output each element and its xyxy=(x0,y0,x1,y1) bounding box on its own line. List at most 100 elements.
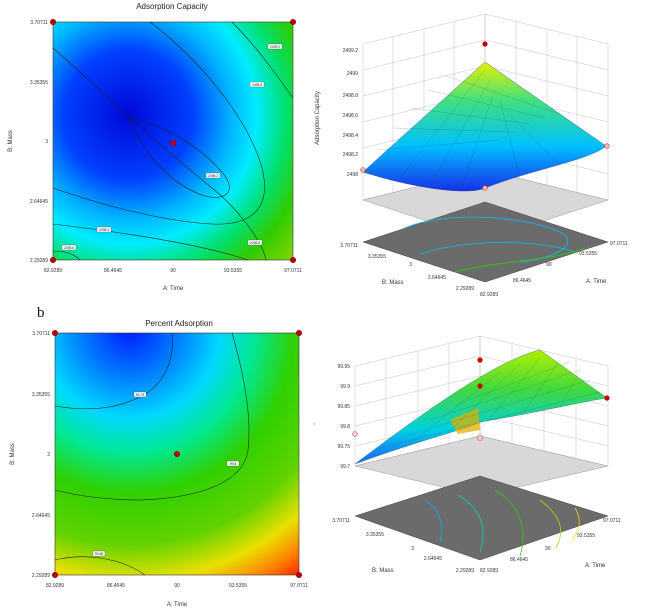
contour-line xyxy=(231,21,294,99)
x-tick-label: 97.0711 xyxy=(290,583,308,589)
y-tick-label: 2.64645 xyxy=(32,513,50,519)
z-tick-label: 2498.4 xyxy=(343,133,359,139)
percent-y-axis-title: B: Mass xyxy=(10,443,16,465)
design-point xyxy=(360,167,366,173)
design-point xyxy=(296,572,303,579)
contour-line xyxy=(52,223,249,261)
percent-3d-x-axis-title: A: Time xyxy=(585,563,606,569)
x-tick-label: 82.9289 xyxy=(480,568,498,574)
design-point xyxy=(50,257,57,264)
capacity-contour-plot: Adsorption Capacity 2498.2 2498.4 2498.6… xyxy=(8,2,302,292)
z-tick-label: 2498.2 xyxy=(343,152,359,158)
percent-3d-x-ticks: 82.9289 86.4645 90 93.5355 97.0711 xyxy=(480,518,621,574)
percent-design-points xyxy=(52,330,303,579)
capacity-surface-mesh xyxy=(377,69,561,193)
design-point xyxy=(50,19,57,26)
percent-3d-surface xyxy=(354,349,608,465)
x-tick-label: 86.4645 xyxy=(104,268,122,274)
z-tick-label: 99.85 xyxy=(337,404,350,410)
design-point xyxy=(169,139,176,146)
z-tick-label: 2498 xyxy=(347,172,358,178)
design-point xyxy=(352,431,358,437)
x-tick-label: 86.4645 xyxy=(510,557,528,563)
capacity-3d-surface xyxy=(362,61,607,192)
percent-contour-labels: 99.75 99.8 99.85 xyxy=(92,391,240,557)
capacity-3d-floor xyxy=(362,201,609,283)
contour-line xyxy=(52,47,267,261)
contour-line xyxy=(52,251,81,261)
capacity-z-ticks: 2498 2498.2 2498.4 2498.6 2498.8 2499 24… xyxy=(343,48,359,178)
design-point xyxy=(52,572,59,579)
percent-contour-title: Percent Adsorption xyxy=(145,319,213,328)
percent-surface-plot: 99.7 99.75 99.8 99.85 99.9 99.95 3.70711… xyxy=(332,335,621,574)
capacity-contour-title: Adsorption Capacity xyxy=(136,2,208,11)
x-tick-label: 93.5355 xyxy=(229,583,247,589)
capacity-3d-y-ticks: 3.70711 3.35355 3 2.64645 2.29289 xyxy=(340,243,474,292)
percent-surface-highlight xyxy=(450,408,480,434)
x-tick-label: 93.5355 xyxy=(577,533,595,539)
design-point xyxy=(604,395,610,401)
z-tick-label: 2499 xyxy=(347,71,358,77)
y-tick-label: 3 xyxy=(411,546,414,552)
y-tick-label: 2.64645 xyxy=(424,556,442,562)
y-tick-label: 3.70711 xyxy=(30,20,48,26)
percent-x-axis-title: A: Time xyxy=(167,602,188,608)
contour-label: 99.75 xyxy=(136,393,145,397)
design-point xyxy=(477,435,483,441)
capacity-floor-contours xyxy=(404,216,586,273)
capacity-z-axis-title: Adsorption Capacity xyxy=(315,91,321,145)
contour-label: 2498.2 xyxy=(208,174,218,178)
design-point xyxy=(482,41,488,47)
x-tick-label: 90 xyxy=(170,268,176,274)
y-tick-label: 2.29289 xyxy=(30,258,48,264)
x-tick-label: 82.9289 xyxy=(480,292,498,298)
capacity-surface-plot: 2498 2498.2 2498.4 2498.6 2498.8 2499 24… xyxy=(315,13,628,298)
z-tick-label: 99.75 xyxy=(337,444,350,450)
percent-surface-mesh xyxy=(379,357,601,453)
percent-3d-y-axis-title: B: Mass xyxy=(372,568,394,574)
capacity-x-ticks: 82.9289 86.4645 90 93.5355 97.0711 xyxy=(44,268,302,274)
stray-mark: , xyxy=(313,417,315,426)
y-tick-label: 3.35355 xyxy=(368,254,386,260)
z-tick-label: 2498.8 xyxy=(343,93,359,99)
y-tick-label: 3.70711 xyxy=(340,243,358,249)
capacity-3d-x-ticks: 82.9289 86.4645 90 93.5355 97.0711 xyxy=(480,241,628,298)
z-tick-label: 99.7 xyxy=(340,464,350,470)
x-tick-label: 82.9289 xyxy=(46,583,64,589)
z-tick-label: 99.9 xyxy=(340,384,350,390)
y-tick-label: 2.64645 xyxy=(428,275,446,281)
design-point xyxy=(290,19,297,26)
contour-label: 2498.4 xyxy=(99,228,109,232)
design-point xyxy=(296,330,303,337)
design-point xyxy=(604,143,610,149)
contour-label: 99.8 xyxy=(230,462,237,466)
capacity-design-points xyxy=(50,19,297,264)
capacity-contour-labels: 2498.2 2498.4 2498.6 2498.8 2498.8 2499.… xyxy=(61,43,283,251)
y-tick-label: 3 xyxy=(409,262,412,268)
contour-label: 2498.8 xyxy=(250,241,260,245)
y-tick-label: 3 xyxy=(45,139,48,145)
x-tick-label: 90 xyxy=(545,546,551,552)
x-tick-label: 90 xyxy=(174,583,180,589)
x-tick-label: 97.0711 xyxy=(603,518,621,524)
z-tick-label: 99.95 xyxy=(337,364,350,370)
y-tick-label: 3.35355 xyxy=(32,392,50,398)
y-tick-label: 3.35355 xyxy=(30,80,48,86)
x-tick-label: 90 xyxy=(546,262,552,268)
percent-x-ticks: 82.9289 86.4645 90 93.5355 97.0711 xyxy=(46,583,308,589)
y-tick-label: 3.70711 xyxy=(332,518,350,524)
y-tick-label: 2.29289 xyxy=(456,286,474,292)
percent-z-ticks: 99.7 99.75 99.8 99.85 99.9 99.95 xyxy=(337,364,350,470)
capacity-y-ticks: 3.70711 3.35355 3 2.64645 2.29289 xyxy=(30,20,48,264)
percent-floor-contours xyxy=(424,489,580,557)
contour-label: 2498.8 xyxy=(252,83,262,87)
contour-label: 2499.2 xyxy=(270,45,280,49)
design-point xyxy=(482,185,488,191)
capacity-y-axis-title: B: Mass xyxy=(8,130,14,152)
y-tick-label: 3.70711 xyxy=(32,331,50,337)
panel-label-b: b xyxy=(37,305,45,321)
design-point xyxy=(290,257,297,264)
capacity-contour-lines xyxy=(52,21,294,261)
capacity-3d-y-axis-title: B: Mass xyxy=(382,280,404,286)
